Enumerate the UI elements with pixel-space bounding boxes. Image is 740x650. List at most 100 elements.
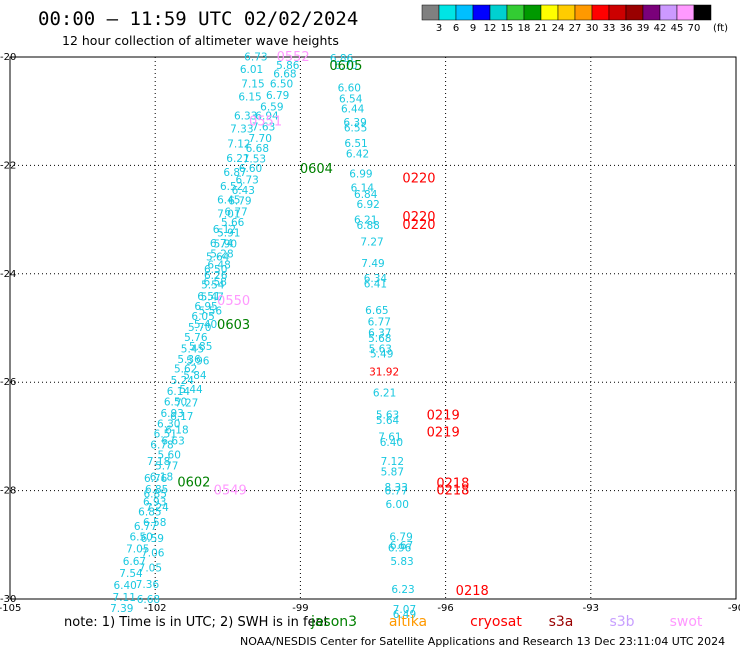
colorbar-label: 33 — [603, 23, 616, 34]
plot-area: -105 -102 -99 -96 -93 -90 -20 -22 -24 -26 -28 -30 6… — [0, 50, 740, 621]
swh-value: 5.28 — [210, 249, 233, 261]
swh-value: 5.68 — [368, 333, 391, 345]
x-tick-label: -99 — [292, 603, 308, 614]
swh-value: 6.68 — [246, 143, 269, 155]
swh-value: 6.01 — [240, 64, 263, 76]
swh-value: 6.21 — [373, 387, 396, 399]
swh-value: 6.95 — [194, 301, 217, 313]
chart-title: 00:00 — 11:59 UTC 02/02/2024 — [38, 8, 358, 30]
swh-value: 5.47 — [201, 292, 224, 304]
swh-value: 31.92 — [369, 366, 399, 378]
footnote: note: 1) Time is in UTC; 2) SWH is in fe… — [64, 615, 329, 630]
colorbar-swatch — [421, 4, 440, 21]
plot-frame — [9, 56, 737, 600]
colorbar-legend: 3 6 9 12 15 18 21 24 27 30 33 36 39 42 45 70 (ft) — [421, 4, 728, 34]
swh-value: 5.24 — [171, 375, 195, 387]
swh-value: 6.99 — [349, 169, 372, 181]
colorbar-label: 9 — [470, 23, 476, 34]
swh-value: 5.85 — [189, 341, 212, 353]
swh-value: 6.50 — [270, 79, 293, 91]
y-tick-label: -26 — [0, 377, 16, 388]
swh-value: 6.76 — [144, 473, 168, 485]
swh-value: 6.37 — [368, 327, 391, 339]
swh-value: 5.96 — [186, 356, 210, 368]
pass-time-label: 0219 — [427, 426, 460, 441]
satellite-legend-cryosat: cryosat — [470, 614, 522, 630]
y-tick-label: -30 — [0, 594, 16, 605]
x-tick-label: -102 — [144, 603, 167, 614]
swh-value: 7.61 — [378, 431, 401, 443]
colorbar-label: 45 — [671, 23, 684, 34]
swh-value: 6.84 — [354, 189, 378, 201]
satellite-legend-jason3: jason3 — [310, 614, 357, 630]
swh-value: 6.55 — [344, 122, 367, 134]
swh-value: 6.23 — [391, 584, 414, 596]
satellite-legend-swot: swot — [670, 614, 703, 630]
colorbar-label: 18 — [518, 23, 531, 34]
swh-value: 7.53 — [243, 153, 266, 165]
swh-value: 6.93 — [160, 408, 183, 420]
colorbar-label: 3 — [436, 23, 442, 34]
swh-value: 6.18 — [165, 424, 188, 436]
swh-value: 6.39 — [343, 117, 366, 129]
swh-value: 6.44 — [341, 103, 365, 115]
swh-value: 7.18 — [147, 456, 170, 468]
swh-value: 6.41 — [364, 279, 387, 291]
swh-value: 6.58 — [143, 517, 166, 529]
swh-value: 6.17 — [170, 411, 193, 423]
swh-value: 7.05 — [139, 563, 162, 575]
swh-value: 6.40 — [113, 580, 136, 592]
swh-value: 6.86 — [330, 53, 354, 65]
colorbar-swatch — [693, 4, 712, 21]
swh-value: 6.67 — [123, 556, 146, 568]
swh-value: 5.64 — [376, 415, 400, 427]
swh-value: 7.05 — [126, 544, 149, 556]
swh-value: 5.63 — [376, 410, 399, 422]
swh-value: 6.77 — [224, 206, 247, 218]
swh-value: 6.85 — [138, 507, 161, 519]
swh-value: 5.77 — [155, 461, 178, 473]
swh-value: 6.42 — [346, 148, 369, 160]
satellite-legend: jason3 altika cryosat s3a s3b swot — [310, 614, 703, 630]
colorbar-label: 15 — [501, 23, 514, 34]
swh-value: 6.79 — [266, 90, 289, 102]
swh-value: 6.58 — [204, 276, 227, 288]
swh-value: 5.40 — [194, 319, 217, 331]
pass-time-label: 0552 — [277, 50, 310, 65]
colorbar-unit: (ft) — [713, 23, 728, 34]
credit-line: NOAA/NESDIS Center for Satellite Applica… — [240, 635, 725, 648]
swh-value: 6.60 — [338, 82, 361, 94]
swh-value: 6.54 — [339, 94, 363, 106]
axis-ticks: -105 -102 -99 -96 -93 -90 -20 -22 -24 -26 -28 -30 — [0, 52, 740, 614]
swh-value: 6.85 — [144, 488, 167, 500]
colorbar-swatch — [676, 4, 695, 21]
colorbar-swatch — [438, 4, 457, 21]
pass-time-label: 0220 — [402, 210, 435, 225]
swh-value: 6.78 — [150, 440, 173, 452]
swh-value: 6.68 — [273, 68, 296, 80]
swh-value: 6.85 — [145, 484, 168, 496]
swh-value: 5.66 — [221, 217, 245, 229]
y-tick-label: -28 — [0, 486, 16, 497]
colorbar-label: 24 — [552, 23, 565, 34]
colorbar-label: 39 — [637, 23, 650, 34]
pass-time-label: 0218 — [436, 476, 469, 491]
swh-value: 6.12 — [213, 224, 236, 236]
swh-value: 7.70 — [249, 133, 272, 145]
swh-value: 6.43 — [232, 185, 255, 197]
pass-time-label: 0220 — [402, 218, 435, 233]
swh-value: 6.40 — [380, 437, 403, 449]
swh-value: 5.62 — [174, 364, 197, 376]
swh-value: 6.60 — [239, 163, 262, 175]
pass-time-label: 0603 — [217, 318, 250, 333]
colorbar-swatch — [489, 4, 508, 21]
swh-value: 6.45 — [217, 195, 240, 207]
swh-value: 7.49 — [361, 258, 384, 270]
swh-value: 6.59 — [141, 533, 164, 545]
swh-value: 7.27 — [360, 236, 383, 248]
colorbar-swatch — [574, 4, 593, 21]
swh-value: 7.06 — [141, 547, 165, 559]
pass-time-label: 0550 — [217, 294, 250, 309]
colorbar-swatch — [472, 4, 491, 21]
colorbar-label: 36 — [620, 23, 633, 34]
